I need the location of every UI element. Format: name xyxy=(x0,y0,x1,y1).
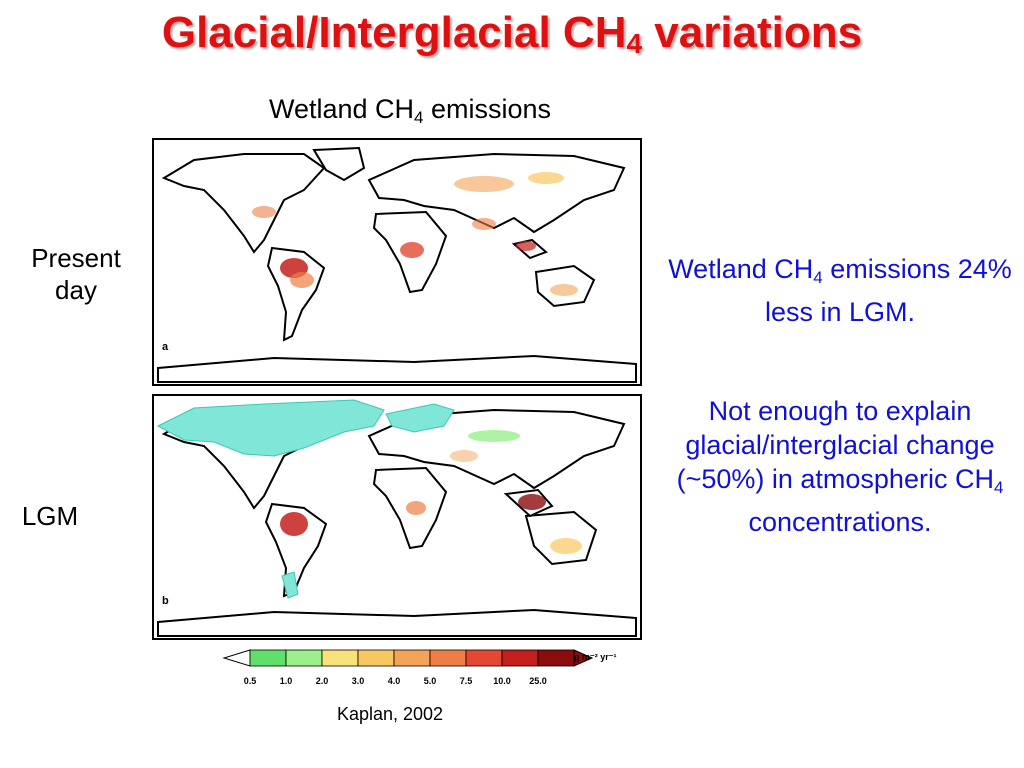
colorbar-swatch xyxy=(429,649,467,667)
map-present-svg: a xyxy=(157,146,637,383)
map-lgm: b xyxy=(152,394,642,640)
colorbar-swatch xyxy=(321,649,359,667)
colorbar-tick-label: 3.0 xyxy=(352,676,365,686)
emission-sunda-lgm xyxy=(518,494,546,510)
note1-tail: emissions 24% less in LGM. xyxy=(764,254,1012,327)
present-label-line1: Present xyxy=(31,243,121,273)
landmass-eurasia-lgm xyxy=(367,408,626,490)
emission-indonesia xyxy=(516,241,536,251)
slide-title: Glacial/Interglacial CH4 variations xyxy=(0,8,1024,60)
emission-south-asia xyxy=(472,218,496,230)
landmass-eurasia xyxy=(367,152,626,234)
note-emissions: Wetland CH4 emissions 24% less in LGM. xyxy=(662,252,1018,329)
title-text: Glacial/Interglacial CH xyxy=(161,8,627,57)
ice-patagonia xyxy=(281,571,299,599)
map-title-text: Wetland CH xyxy=(268,94,415,124)
colorbar-unit: g m⁻² yr⁻¹ xyxy=(574,652,617,662)
present-label-line2: day xyxy=(55,275,97,305)
emission-central-asia-lgm xyxy=(450,450,478,462)
colorbar-tick-label: 2.0 xyxy=(316,676,329,686)
colorbar-tick-label: 5.0 xyxy=(424,676,437,686)
note2-subscript: 4 xyxy=(993,478,1004,497)
note1-subscript: 4 xyxy=(813,268,823,287)
colorbar-svg: 0.5 1.0 2.0 3.0 4.0 5.0 7.5 10.0 25.0 g m⁻² yr⁻¹ xyxy=(222,649,617,686)
colorbar-swatch xyxy=(393,649,431,667)
panel-b-letter: b xyxy=(162,595,169,607)
map-title: Wetland CH4 emissions xyxy=(150,94,670,128)
ice-fennoscandian xyxy=(385,403,455,433)
title-tail: variations xyxy=(642,8,863,57)
colorbar: 0.5 1.0 2.0 3.0 4.0 5.0 7.5 10.0 25.0 g m⁻² yr⁻¹ xyxy=(220,646,640,697)
emission-congo-lgm xyxy=(406,501,426,515)
emission-australia xyxy=(550,284,578,296)
emission-siberia xyxy=(454,176,514,192)
emission-north-america xyxy=(252,206,276,218)
emission-east-siberia xyxy=(528,172,564,184)
emission-australia-lgm xyxy=(550,538,582,554)
map-title-subscript: 4 xyxy=(414,108,424,127)
map-present-day: a xyxy=(152,138,642,386)
note1-text: Wetland CH xyxy=(668,254,814,284)
landmass-greenland xyxy=(312,146,366,182)
colorbar-high-arrow xyxy=(573,649,594,667)
ice-laurentide xyxy=(156,399,385,457)
note2-tail: concentrations. xyxy=(748,507,932,537)
landmass-antarctica xyxy=(157,354,637,383)
title-subscript: 4 xyxy=(626,28,643,59)
present-day-label: Present day xyxy=(14,242,138,306)
emission-amazon-lgm xyxy=(280,512,308,536)
emission-congo xyxy=(400,242,424,258)
landmass-australia-lgm xyxy=(524,510,598,566)
colorbar-tick-label: 0.5 xyxy=(244,676,257,686)
landmass-antarctica-lgm xyxy=(157,608,637,637)
colorbar-tick-label: 4.0 xyxy=(388,676,401,686)
colorbar-swatch xyxy=(537,649,575,667)
note-explanation: Not enough to explain glacial/interglaci… xyxy=(662,394,1018,539)
colorbar-tick-label: 1.0 xyxy=(280,676,293,686)
colorbar-low-arrow xyxy=(222,649,251,667)
colorbar-swatch xyxy=(285,649,323,667)
colorbar-swatch xyxy=(357,649,395,667)
map-lgm-svg: b xyxy=(156,399,637,637)
landmass-north-america xyxy=(161,153,326,254)
emission-siberia-lgm xyxy=(468,430,520,442)
colorbar-swatch xyxy=(249,649,287,667)
colorbar-tick-label: 10.0 xyxy=(493,676,511,686)
note2-text: Not enough to explain glacial/interglaci… xyxy=(676,396,995,494)
emission-amazon-south xyxy=(290,272,314,288)
colorbar-swatch xyxy=(465,649,503,667)
colorbar-tick-label: 25.0 xyxy=(529,676,547,686)
lgm-label: LGM xyxy=(21,501,79,531)
panel-a-letter: a xyxy=(162,341,169,353)
credit: Kaplan, 2002 xyxy=(336,704,444,724)
colorbar-swatch xyxy=(501,649,539,667)
map-title-tail: emissions xyxy=(423,94,552,124)
colorbar-tick-label: 7.5 xyxy=(460,676,473,686)
